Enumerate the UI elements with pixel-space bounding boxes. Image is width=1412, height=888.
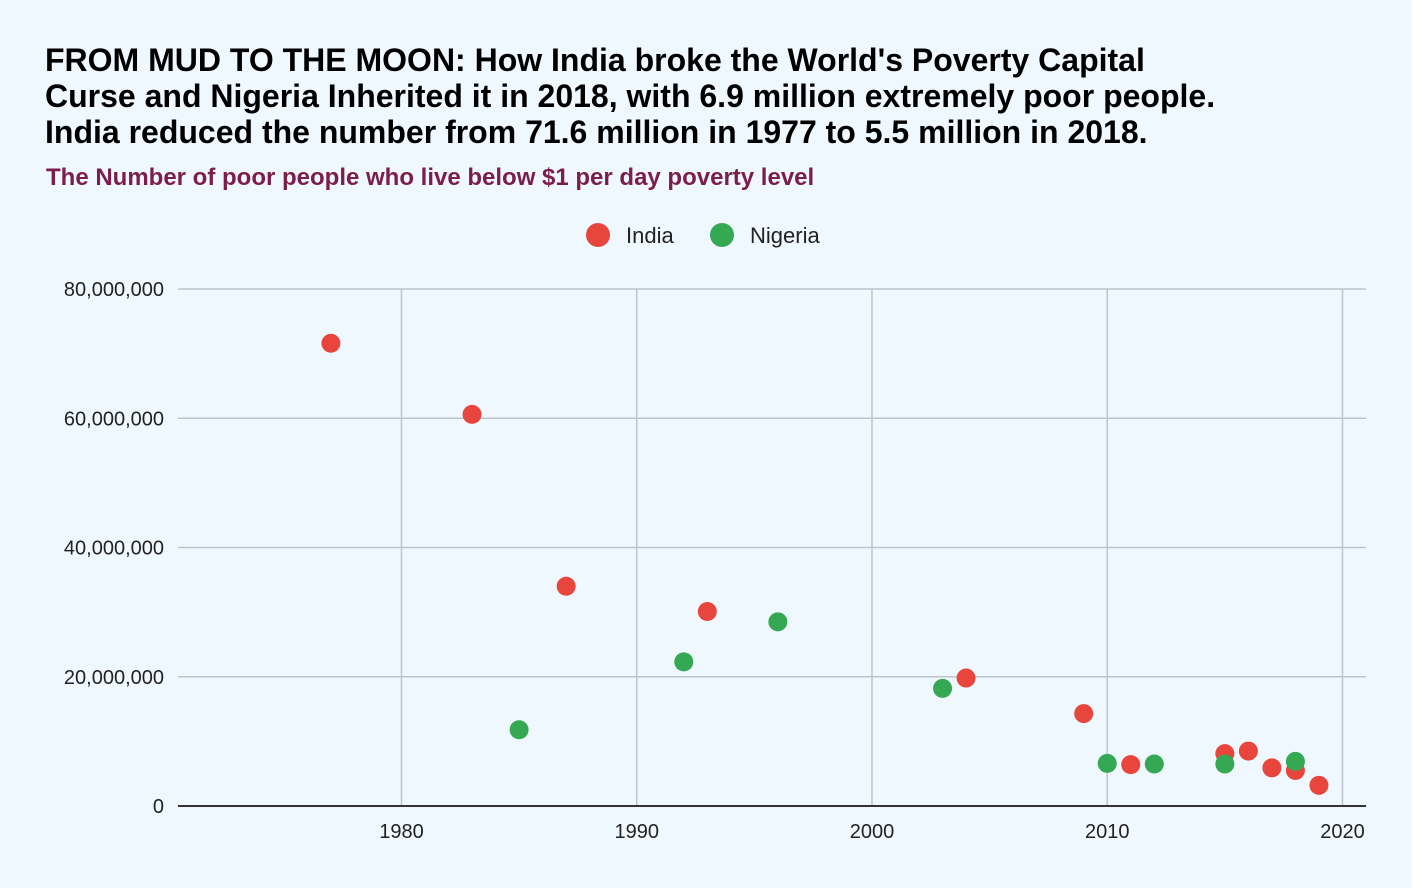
x-tick-label: 2010 bbox=[1085, 821, 1130, 843]
data-point-india bbox=[1262, 758, 1282, 778]
x-tick-label: 2020 bbox=[1320, 821, 1365, 843]
x-tick-label: 1990 bbox=[614, 821, 659, 843]
chart-title-line: Curse and Nigeria Inherited it in 2018, … bbox=[45, 78, 1216, 114]
data-point-india bbox=[697, 601, 717, 621]
legend-item-nigeria: Nigeria bbox=[710, 223, 820, 248]
y-axis: 0 20,000,000 40,000,000 60,000,000 80,000,00… bbox=[64, 279, 164, 818]
chart-title-line: FROM MUD TO THE MOON: How India broke th… bbox=[45, 42, 1145, 78]
y-tick-label: 40,000,000 bbox=[64, 538, 164, 560]
legend-item-india: India bbox=[586, 223, 674, 248]
data-point-nigeria bbox=[768, 612, 788, 632]
data-point-india bbox=[1074, 704, 1094, 724]
legend: India Nigeria bbox=[586, 223, 820, 248]
legend-marker-nigeria bbox=[710, 223, 734, 247]
data-point-nigeria bbox=[1215, 754, 1235, 774]
data-point-india bbox=[956, 668, 976, 688]
data-point-nigeria bbox=[1285, 751, 1305, 771]
y-tick-label: 0 bbox=[153, 796, 164, 818]
data-point-nigeria bbox=[1144, 754, 1164, 774]
x-axis: 1980 1990 2000 2010 2020 bbox=[178, 805, 1366, 843]
data-point-india bbox=[1121, 755, 1141, 775]
data-point-india bbox=[462, 404, 482, 424]
data-point-nigeria bbox=[509, 720, 529, 740]
grid-lines bbox=[178, 288, 1366, 806]
data-point-india bbox=[1238, 741, 1258, 761]
y-tick-label: 20,000,000 bbox=[64, 667, 164, 689]
x-tick-label: 1980 bbox=[379, 821, 424, 843]
y-tick-label: 60,000,000 bbox=[64, 408, 164, 430]
chart-subtitle: The Number of poor people who live below… bbox=[46, 164, 815, 191]
data-point-nigeria bbox=[1097, 753, 1117, 773]
y-tick-label: 80,000,000 bbox=[64, 279, 164, 301]
data-point-india bbox=[321, 333, 341, 353]
legend-label-nigeria: Nigeria bbox=[750, 223, 820, 248]
legend-label-india: India bbox=[626, 223, 674, 248]
data-points bbox=[321, 333, 1329, 795]
x-tick-label: 2000 bbox=[850, 821, 895, 843]
legend-marker-india bbox=[586, 223, 610, 247]
data-point-india bbox=[1309, 775, 1329, 795]
data-point-nigeria bbox=[933, 678, 953, 698]
data-point-india bbox=[556, 576, 576, 596]
data-point-nigeria bbox=[674, 652, 694, 672]
chart-title-line: India reduced the number from 71.6 milli… bbox=[45, 114, 1148, 150]
chart-title: FROM MUD TO THE MOON: How India broke th… bbox=[45, 42, 1385, 150]
